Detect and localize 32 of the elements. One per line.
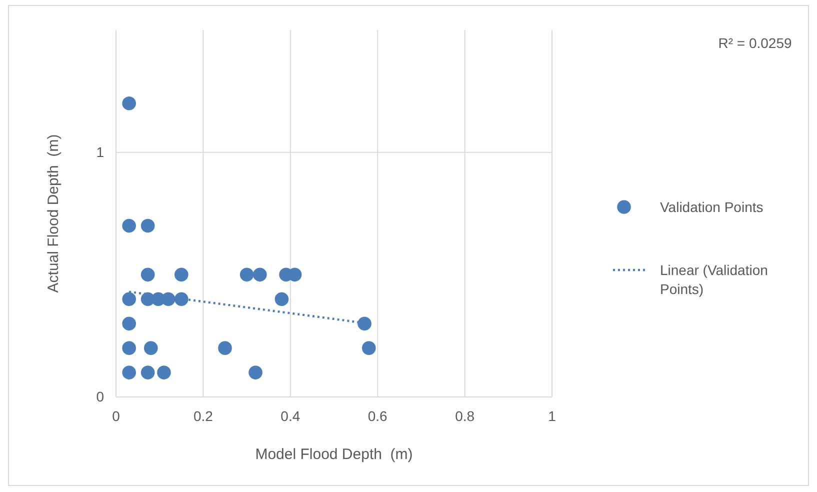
- x-axis-title: Model Flood Depth (m): [255, 446, 413, 463]
- point: [122, 218, 136, 233]
- x-tick-label: 0.8: [455, 408, 475, 424]
- point: [122, 366, 136, 380]
- point: [144, 341, 158, 355]
- point: [274, 292, 289, 306]
- legend-label: Linear (Validation Points): [660, 262, 768, 297]
- point: [248, 366, 262, 380]
- point: [140, 218, 155, 233]
- text: R² = 0.0259: [718, 35, 792, 51]
- x-tick-label: 0: [112, 408, 120, 424]
- point: [174, 292, 188, 306]
- point: [161, 292, 176, 306]
- point: [140, 268, 155, 282]
- point: [174, 268, 188, 282]
- point: [358, 316, 372, 330]
- point: [122, 96, 136, 110]
- x-tick-label: 0.6: [368, 408, 388, 424]
- point: [140, 366, 155, 380]
- y-axis-title: Actual Flood Depth (m): [45, 134, 62, 293]
- point: [218, 341, 232, 355]
- x-tick-label: 0.4: [280, 408, 300, 424]
- point: [252, 268, 267, 282]
- legend-label: Validation Points: [660, 199, 764, 215]
- point: [240, 268, 254, 282]
- point: [362, 341, 376, 355]
- point: [122, 316, 136, 330]
- point: [122, 341, 136, 355]
- point: [157, 366, 171, 380]
- x-tick-label: 1: [548, 408, 556, 424]
- x-tick-label: 0.2: [193, 408, 214, 424]
- point: [122, 292, 136, 306]
